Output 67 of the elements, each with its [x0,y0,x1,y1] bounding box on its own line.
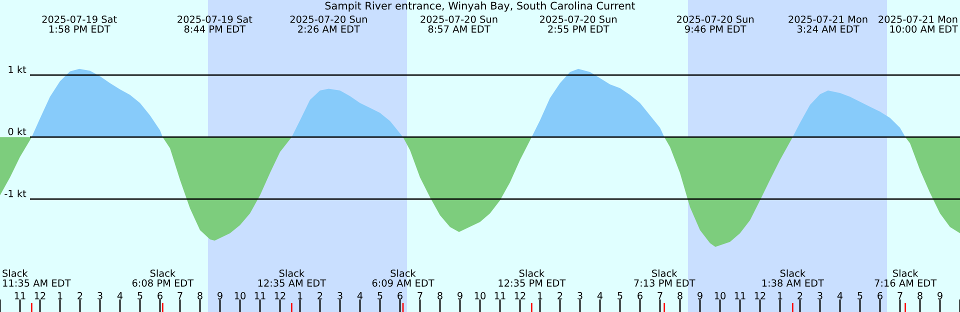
annotation: 2025-07-19 Sat 8:44 PM EDT [178,16,252,33]
x-tick-label: 10 [714,292,726,300]
annotation: Slack 7:13 PM EDT [634,269,696,287]
x-tick-label: 2 [318,292,322,300]
x-tick-label: 7 [178,292,182,300]
annotation: 2025-07-20 Sun 2:26 AM EDT [290,16,367,33]
chart-title: Sampit River entrance, Winyah Bay, South Carolina Current [325,2,636,12]
annotation: Slack 11:35 AM EDT [2,269,71,287]
x-tick-label: 11 [254,292,266,300]
x-tick-label: 2 [798,292,802,300]
annotation: 2025-07-21 Mon 10:00 AM EDT [878,16,958,33]
x-tick-label: 9 [698,292,702,300]
annotation: Slack 1:38 AM EDT [762,269,824,287]
x-tick-label: 10 [474,292,486,300]
x-tick-label: 4 [117,292,123,300]
x-tick-label: 7 [898,292,902,300]
x-tick-label: 2 [558,292,562,300]
x-tick-label: 5 [858,292,862,300]
x-tick-label: 12 [754,292,766,300]
x-tick-label: 3 [818,292,822,300]
x-tick-label: 10 [234,292,246,300]
x-tick-label: 3 [338,292,342,300]
x-tick-label: 8 [918,292,922,300]
x-tick-label: 5 [618,292,622,300]
annotation: 2025-07-20 Sun 2:55 PM EDT [540,16,617,33]
annotation: 2025-07-20 Sun 9:46 PM EDT [677,16,754,33]
x-tick-label: 1 [538,292,542,300]
x-tick-label: 8 [678,292,682,300]
annotation: Slack 6:09 AM EDT [372,269,434,287]
x-tick-label: 6 [878,292,882,300]
x-tick-label: 6 [638,292,642,300]
x-tick-label: 9 [218,292,222,300]
x-tick-label: 11 [494,292,506,300]
annotation: Slack 12:35 AM EDT [258,269,326,287]
y-tick-label: 0 kt [8,128,26,136]
x-tick-label: 3 [98,292,102,300]
y-tick-label: -1 kt [4,190,26,198]
x-tick-label: 4 [357,292,363,300]
x-tick-label: 8 [198,292,202,300]
x-tick-label: 4 [837,292,843,300]
x-tick-label: 11 [14,292,26,300]
x-tick-label: 6 [158,292,162,300]
x-tick-label: 6 [398,292,402,300]
x-tick-label: 5 [138,292,142,300]
x-tick-label: 1 [778,292,782,300]
x-tick-label: 12 [514,292,526,300]
x-tick-label: 1 [58,292,62,300]
x-tick-label: 7 [658,292,662,300]
x-tick-label: 9 [938,292,942,300]
x-tick-label: 4 [597,292,603,300]
x-tick-label: 1 [298,292,302,300]
annotation: 2025-07-20 Sun 8:57 AM EDT [420,16,498,33]
x-tick-label: 2 [78,292,82,300]
x-tick-label: 5 [378,292,382,300]
x-tick-label: 8 [438,292,442,300]
x-tick-label: 11 [734,292,746,300]
y-tick-label: 1 kt [8,66,26,74]
annotation: Slack 12:35 PM EDT [498,269,566,287]
annotation: 2025-07-21 Mon 3:24 AM EDT [788,16,868,33]
annotation: 2025-07-19 Sat 1:58 PM EDT [42,16,117,33]
x-tick-label: 12 [274,292,286,300]
annotation: Slack 7:16 AM EDT [874,269,937,287]
x-tick-label: 3 [578,292,582,300]
x-tick-label: 12 [34,292,46,300]
x-tick-label: 7 [418,292,422,300]
x-tick-label: 9 [458,292,462,300]
annotation: Slack 6:08 PM EDT [132,269,194,287]
